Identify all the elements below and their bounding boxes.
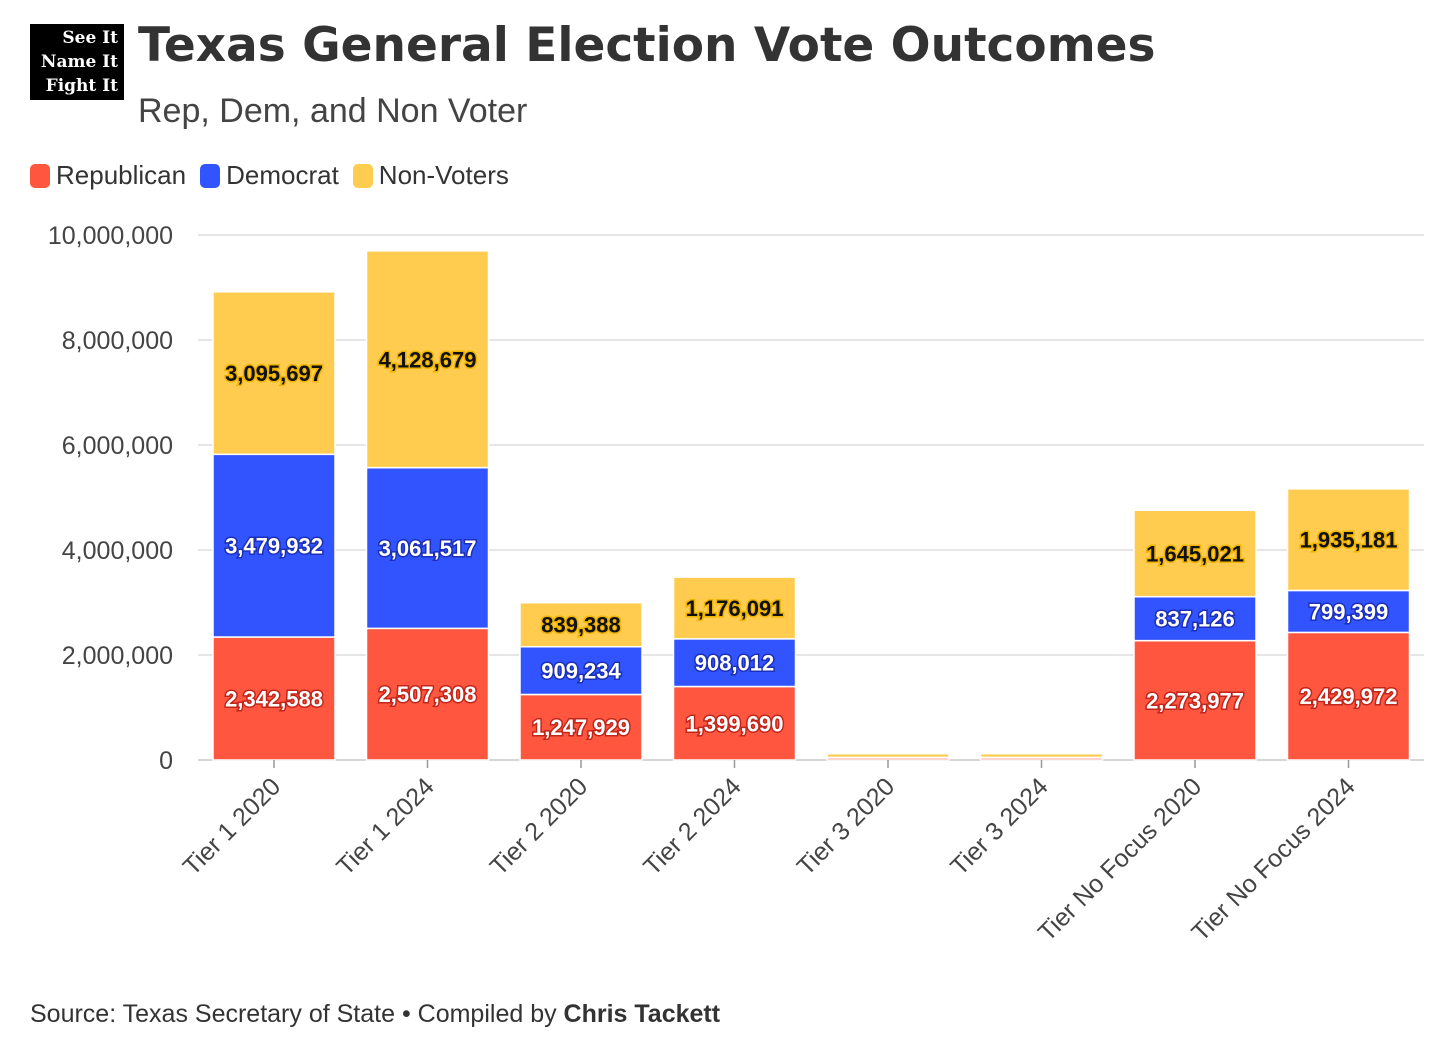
- logo-line-3: Fight It: [45, 76, 118, 96]
- bar-non-voters-5: [979, 752, 1104, 759]
- data-label-democrat-7: 799,399: [1309, 599, 1389, 624]
- data-label-democrat-0: 3,479,932: [225, 534, 323, 559]
- data-label-republican-2: 1,247,929: [532, 715, 630, 740]
- data-label-non-voters-6: 1,645,021: [1146, 541, 1244, 566]
- legend-label-democrat: Democrat: [226, 160, 339, 190]
- x-tick-label-5: Tier 3 2024: [945, 772, 1054, 881]
- bar-non-voters-3: [672, 576, 797, 640]
- source-note: Source: Texas Secretary of State • Compi…: [30, 1000, 720, 1029]
- x-tick-label-3: Tier 2 2024: [638, 772, 747, 881]
- data-label-democrat-2: 909,234: [541, 659, 621, 684]
- bar-non-voters-2: [519, 601, 643, 648]
- logo-line-2: Name It: [40, 52, 118, 72]
- stacked-bar-chart: 0 2,000,000 4,000,000 6,000,000 8,000,000 10,…: [48, 222, 1424, 947]
- data-label-republican-6: 2,273,977: [1146, 688, 1244, 713]
- data-label-non-voters-0: 3,095,697: [225, 361, 323, 386]
- x-tick-label-4: Tier 3 2020: [792, 772, 901, 881]
- bar-non-voters-4: [826, 752, 950, 759]
- legend-item-republican: Republican: [30, 160, 186, 191]
- bar-democrat-7: [1286, 589, 1411, 634]
- data-label-democrat-3: 908,012: [695, 651, 775, 676]
- bar-republican-3: [672, 685, 797, 761]
- x-tick-label-0: Tier 1 2020: [178, 772, 287, 881]
- data-label-democrat-1: 3,061,517: [379, 536, 477, 561]
- y-tick-label-1: 2,000,000: [62, 642, 173, 670]
- bar-non-voters-0: [212, 291, 336, 456]
- bar-republican-1: [365, 627, 490, 761]
- data-label-non-voters-7: 1,935,181: [1300, 528, 1398, 553]
- bar-republican-7: [1286, 631, 1411, 761]
- bar-non-voters-7: [1286, 488, 1411, 592]
- y-tick-label-3: 6,000,000: [62, 432, 173, 460]
- legend-swatch-republican: [30, 163, 50, 188]
- y-tick-label-4: 8,000,000: [62, 327, 173, 355]
- legend-swatch-democrat: [200, 163, 221, 188]
- logo-line-1: See It: [62, 28, 118, 48]
- chart-legend: Republican Democrat Non-Voters: [30, 160, 523, 191]
- legend-item-non-voters: Non-Voters: [352, 160, 509, 191]
- bar-democrat-6: [1133, 595, 1257, 642]
- data-label-republican-7: 2,429,972: [1300, 684, 1398, 709]
- legend-label-non-voters: Non-Voters: [378, 160, 509, 190]
- legend-swatch-non-voters: [352, 163, 373, 188]
- chart-title: Texas General Election Vote Outcomes: [138, 18, 1156, 73]
- data-label-non-voters-2: 839,388: [541, 613, 621, 638]
- legend-label-republican: Republican: [56, 160, 187, 190]
- x-tick-label-7: Tier No Focus 2024: [1186, 772, 1360, 946]
- data-label-republican-1: 2,507,308: [379, 682, 477, 707]
- x-tick-label-2: Tier 2 2020: [485, 772, 594, 881]
- bar-non-voters-6: [1133, 509, 1257, 598]
- legend-item-democrat: Democrat: [200, 160, 339, 191]
- data-label-non-voters-3: 1,176,091: [686, 596, 784, 621]
- y-tick-label-0: 0: [159, 747, 173, 775]
- bar-non-voters-1: [365, 250, 490, 469]
- author-name: Chris Tackett: [563, 1000, 721, 1028]
- data-label-republican-3: 1,399,690: [686, 711, 784, 736]
- source-text: Source: Texas Secretary of State • Compi…: [30, 1000, 564, 1028]
- data-label-republican-0: 2,342,588: [225, 687, 323, 712]
- y-tick-label-5: 10,000,000: [48, 222, 173, 250]
- bar-republican-2: [519, 693, 643, 761]
- bar-democrat-0: [212, 453, 336, 638]
- data-label-democrat-6: 837,126: [1155, 607, 1235, 632]
- x-tick-label-1: Tier 1 2024: [331, 772, 440, 881]
- x-tick-label-6: Tier No Focus 2020: [1033, 772, 1207, 946]
- data-label-non-voters-1: 4,128,679: [379, 347, 477, 372]
- y-tick-label-2: 4,000,000: [62, 537, 173, 565]
- chart-subtitle: Rep, Dem, and Non Voter: [138, 92, 528, 130]
- brand-logo: See It Name It Fight It: [30, 24, 124, 100]
